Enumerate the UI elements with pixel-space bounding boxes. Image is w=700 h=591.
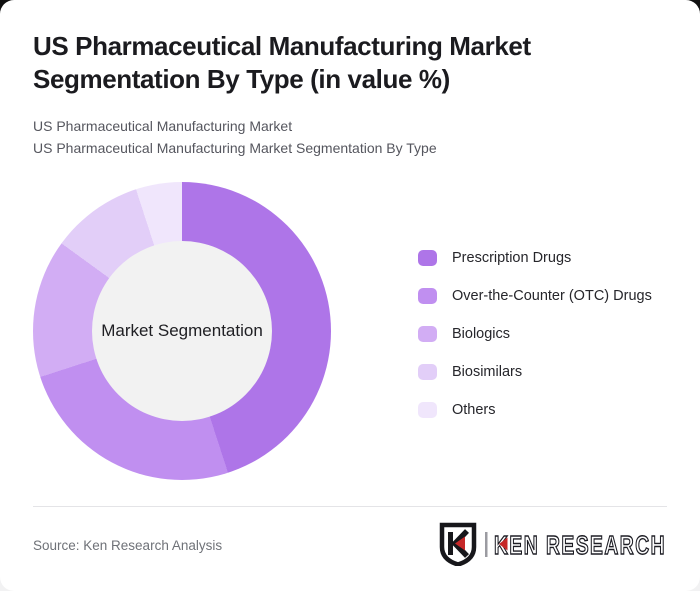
logo-wordmark: KEN RESEARCH (494, 530, 666, 560)
shield-icon (439, 522, 477, 567)
donut-chart: Market Segmentation (33, 182, 331, 480)
legend-label: Biosimilars (452, 364, 523, 380)
donut-center-label: Market Segmentation (101, 321, 263, 340)
subtitle-line-2: US Pharmaceutical Manufacturing Market S… (33, 140, 437, 156)
legend-item: Biosimilars (418, 364, 652, 380)
legend-item: Prescription Drugs (418, 250, 652, 266)
logo-red-triangle-icon (499, 537, 508, 551)
legend-swatch (418, 402, 437, 418)
legend-label: Biologics (452, 326, 511, 342)
legend-label: Others (452, 402, 496, 418)
logo-divider-bar (485, 532, 488, 557)
donut-hole: Market Segmentation (92, 241, 272, 421)
legend-item: Biologics (418, 326, 652, 342)
footer-divider (33, 506, 667, 507)
ken-research-logo: KEN RESEARCH (437, 522, 672, 571)
subtitle-line-1: US Pharmaceutical Manufacturing Market (33, 118, 293, 134)
legend: Prescription Drugs Over-the-Counter (OTC)… (418, 250, 652, 418)
page-title: US Pharmaceutical Manufacturing Market S… (33, 31, 531, 94)
legend-label: Over-the-Counter (OTC) Drugs (452, 288, 652, 304)
legend-swatch (418, 326, 437, 342)
legend-swatch (418, 364, 437, 380)
source-text: Source: Ken Research Analysis (33, 538, 223, 553)
legend-item: Over-the-Counter (OTC) Drugs (418, 288, 652, 304)
legend-item: Others (418, 402, 652, 418)
ken-research-logo-svg: KEN RESEARCH (439, 522, 666, 567)
shield-red-triangle-icon (455, 536, 465, 551)
legend-swatch (418, 250, 437, 266)
chart-header: US Pharmaceutical Manufacturing Market S… (33, 30, 670, 159)
legend-swatch (418, 288, 437, 304)
legend-label: Prescription Drugs (452, 250, 572, 266)
chart-subtitle: US Pharmaceutical Manufacturing Market U… (33, 115, 670, 159)
